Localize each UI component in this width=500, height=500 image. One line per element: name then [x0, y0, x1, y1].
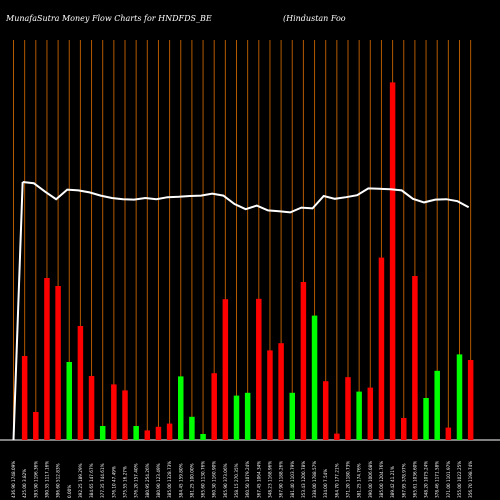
x-tick-label: 384.45 159.80%	[178, 463, 183, 498]
money-flow-bars	[21, 82, 474, 441]
x-tick-label: 376.10 47.49%	[111, 466, 116, 498]
x-tick-label: 371.00 1101.97%	[446, 461, 451, 498]
money-flow-bar	[289, 392, 295, 440]
money-flow-bar	[166, 423, 173, 440]
money-flow-bar	[77, 326, 84, 440]
money-flow-bar	[434, 370, 440, 440]
money-flow-bar	[267, 350, 273, 440]
money-flow-bar	[378, 257, 385, 440]
money-flow-bar	[412, 276, 418, 440]
x-tick-label: 377.35 744.61%	[100, 463, 105, 498]
x-tick-label: 389.42 41.21%	[390, 466, 395, 498]
money-flow-bar	[55, 286, 61, 440]
x-tick-label: 356.70 1198.74%	[468, 461, 473, 498]
money-flow-bar	[66, 362, 72, 440]
x-tick-label: 358.15 270.35%	[234, 463, 239, 498]
money-flow-bar	[111, 384, 117, 440]
x-tick-label: 381.25 100.00%	[189, 463, 194, 498]
money-flow-bar	[155, 426, 162, 440]
money-flow-bar	[401, 418, 407, 440]
money-flow-bar	[278, 343, 284, 440]
money-flow-bar	[334, 433, 340, 440]
x-tick-label: 360.50 1079.24%	[245, 461, 250, 498]
money-flow-bar	[256, 298, 262, 440]
x-tick-label: 353.43 1200.78%	[301, 461, 306, 498]
money-flow-bar	[33, 412, 39, 440]
x-tick-label: 367.45 1064.34%	[256, 461, 261, 498]
money-flow-bar	[345, 377, 351, 440]
x-tick-label: 365.61 1036.60%	[412, 461, 417, 498]
chart-title: MunafaSutra Money Flow Charts for HNDFDS…	[6, 14, 212, 23]
price-line-start	[12, 181, 24, 441]
x-tick-label: 338.00 1788.57%	[312, 461, 317, 498]
money-flow-bar	[44, 278, 50, 440]
x-tick-label: 367.95 378.97%	[401, 463, 406, 498]
money-flow-bar	[311, 315, 318, 440]
x-tick-label: 436.90 1748.09%	[11, 461, 16, 498]
x-tick-label: 0.00%	[67, 485, 72, 498]
x-tick-label: 367.90 1188.26%	[279, 461, 284, 498]
x-tick-label: 365.60 1130.76%	[201, 461, 206, 498]
money-flow-bar	[133, 426, 139, 440]
x-tick-label: 390.35 1117.16%	[44, 461, 49, 498]
money-flow-bar	[88, 376, 95, 440]
money-flow-bar	[300, 282, 307, 440]
x-tick-label: 378.46 1171.58%	[435, 461, 440, 498]
x-tick-label: 381.25 174.76%	[357, 463, 362, 498]
money-flow-bar	[178, 376, 184, 440]
money-flow-bar	[467, 360, 474, 440]
money-flow-bar	[456, 354, 463, 440]
money-flow-bar	[21, 356, 28, 440]
x-tick-label: 375.55 16.27%	[123, 466, 128, 498]
money-flow-bar	[200, 434, 206, 440]
money-flow-bar	[423, 398, 429, 440]
money-flow-bar	[233, 395, 240, 440]
x-tick-labels: 436.90 1748.09% 425.00 3.82% 393.90 1196.3…	[11, 461, 473, 498]
money-flow-bar	[122, 390, 128, 440]
chart-subtitle: (Hindustan Foo	[283, 14, 346, 23]
money-flow-bar	[367, 387, 374, 440]
x-tick-label: 390.00 1006.08%	[368, 461, 373, 498]
x-tick-label: 385.00 1328.73%	[167, 461, 172, 498]
x-tick-label: 365.90 373.06%	[223, 463, 228, 498]
x-tick-label: 396.60 512.83%	[56, 463, 61, 498]
x-tick-label: 376.20 157.40%	[134, 463, 139, 498]
x-tick-label: 392.25 189.29%	[78, 463, 83, 498]
money-flow-bar	[244, 392, 251, 440]
x-tick-label: 380.90 123.49%	[156, 463, 161, 498]
money-flow-bar	[99, 426, 106, 440]
money-flow-bar	[445, 427, 452, 440]
x-tick-label: 348.20 1075.24%	[424, 461, 429, 498]
x-tick-label: 393.90 1196.36%	[33, 461, 38, 498]
money-flow-bar	[211, 373, 217, 440]
price-line-layer	[12, 181, 470, 441]
x-tick-label: 360.30 1160.90%	[212, 461, 217, 498]
grid-lines	[0, 40, 500, 441]
x-tick-label: 425.00 3.82%	[22, 469, 27, 498]
money-flow-bar	[356, 391, 362, 440]
money-flow-bar	[389, 82, 396, 441]
x-tick-label: 384.65 147.67%	[89, 463, 94, 498]
price-line	[22, 181, 470, 214]
x-tick-label: 334.00 7.54%	[323, 469, 328, 498]
x-tick-label: 381.40 1103.79%	[290, 461, 295, 498]
money-flow-bar	[144, 430, 151, 440]
money-flow-bar	[189, 416, 195, 440]
x-tick-label: 364.70 177.21%	[334, 463, 339, 498]
x-tick-label: 355.00 1022.25%	[457, 461, 462, 498]
money-flow-bar	[222, 299, 229, 440]
x-tick-label: 371.20 1180.73%	[346, 461, 351, 498]
x-tick-label: 380.95 254.26%	[145, 463, 150, 498]
x-tick-label: 385.00 1204.76%	[379, 461, 384, 498]
money-flow-bar	[322, 381, 329, 440]
x-tick-label: 348.23 1168.96%	[267, 461, 272, 498]
